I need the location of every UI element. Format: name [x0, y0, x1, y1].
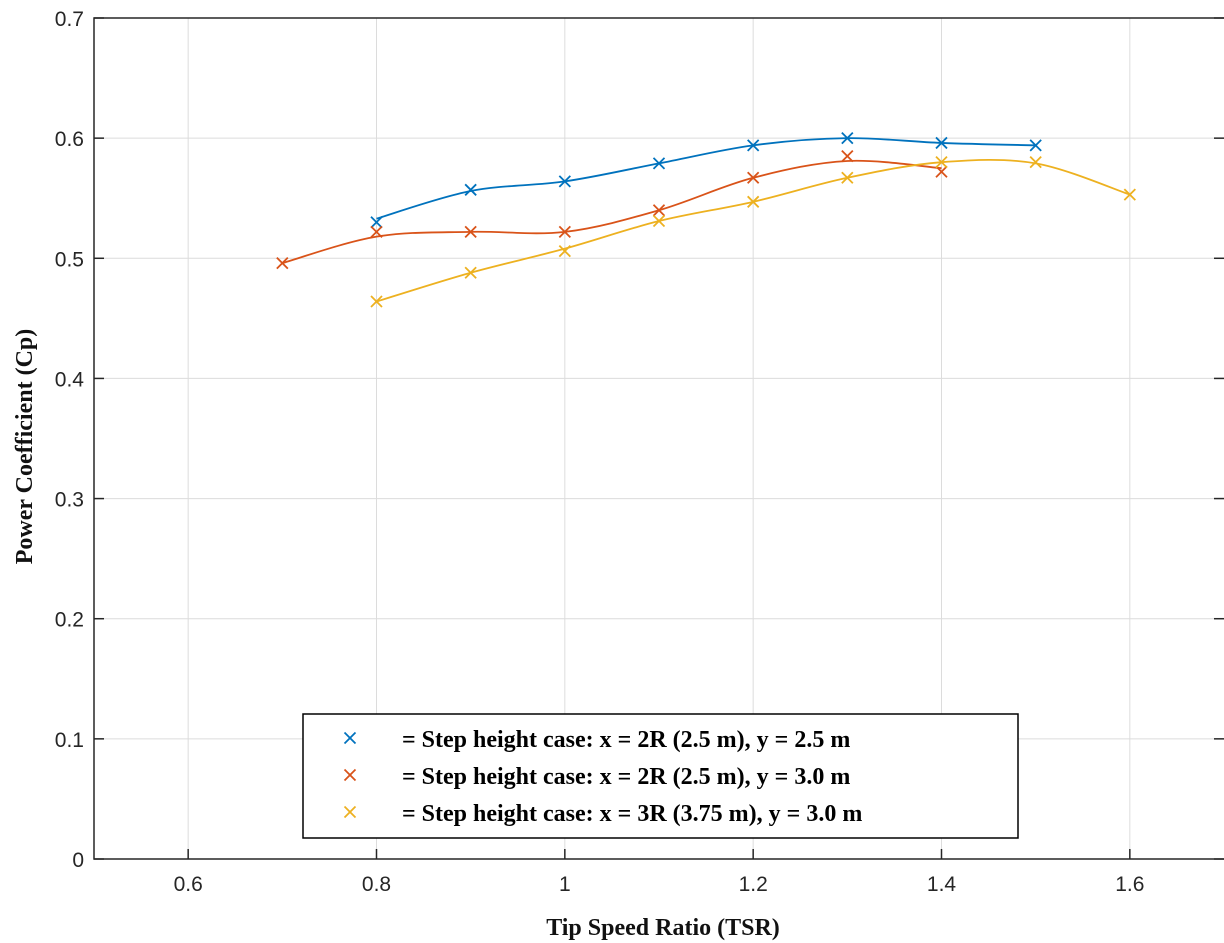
marker-stroke	[935, 136, 948, 150]
marker-stroke	[1029, 156, 1042, 169]
series-2	[276, 150, 948, 270]
marker-stroke	[343, 768, 357, 782]
marker-stroke	[747, 171, 760, 184]
data-point-marker	[1029, 139, 1042, 152]
marker-stroke	[652, 214, 666, 228]
data-point-marker	[935, 165, 948, 178]
marker-stroke	[652, 204, 666, 217]
legend: = Step height case: x = 2R (2.5 m), y = …	[302, 713, 1019, 839]
data-point-marker	[841, 171, 854, 184]
data-point-marker	[558, 244, 571, 258]
marker-stroke	[841, 150, 854, 163]
marker-stroke	[1123, 188, 1136, 201]
legend-item-3: = Step height case: x = 3R (3.75 m), y =…	[343, 801, 862, 827]
marker-stroke	[370, 225, 383, 238]
data-point-marker	[747, 139, 760, 152]
marker-stroke	[464, 183, 477, 196]
data-point-marker	[747, 195, 760, 208]
marker-stroke	[747, 195, 760, 208]
y-tick-label: 0.4	[55, 368, 85, 391]
x-tick-label: 0.8	[362, 873, 391, 896]
data-point-marker	[370, 225, 383, 238]
series-3	[370, 156, 1136, 308]
data-point-marker	[841, 150, 854, 163]
data-point-marker	[343, 768, 357, 782]
y-tick-label: 0.5	[55, 248, 84, 271]
x-tick-label: 1.2	[739, 873, 768, 896]
data-point-marker	[841, 132, 854, 145]
legend-box	[302, 713, 1019, 839]
data-point-marker	[370, 216, 383, 229]
data-point-marker	[276, 256, 289, 270]
marker-stroke	[464, 266, 477, 279]
marker-stroke	[370, 216, 383, 229]
x-axis-title: Tip Speed Ratio (TSR)	[546, 915, 780, 941]
x-tick-label: 0.6	[174, 873, 203, 896]
y-tick-label: 0.6	[55, 128, 84, 151]
marker-stroke	[558, 175, 571, 188]
y-axis-title: Power Coefficient (Cp)	[12, 329, 38, 564]
series-line	[376, 137, 1036, 220]
data-point-marker	[558, 225, 571, 238]
plot-frame	[93, 17, 1224, 860]
marker-stroke	[343, 805, 357, 819]
marker-stroke	[935, 156, 948, 169]
data-point-marker	[464, 266, 477, 279]
series-1	[370, 132, 1042, 229]
data-point-marker	[464, 183, 477, 196]
data-point-marker	[652, 157, 666, 170]
data-point-marker	[370, 295, 383, 308]
legend-label: = Step height case: x = 2R (2.5 m), y = …	[402, 727, 850, 753]
data-point-marker	[652, 204, 666, 217]
data-point-marker	[652, 214, 666, 228]
y-tick-label: 0.2	[55, 609, 84, 632]
data-point-marker	[1123, 188, 1136, 201]
marker-stroke	[558, 244, 571, 258]
legend-label: = Step height case: x = 3R (3.75 m), y =…	[402, 801, 862, 827]
y-tick-label: 0.3	[55, 489, 84, 512]
x-tick-label: 1.4	[927, 873, 957, 896]
data-point-marker	[935, 136, 948, 150]
marker-stroke	[1029, 139, 1042, 152]
y-tick-label: 0.7	[55, 8, 84, 31]
data-point-marker	[747, 171, 760, 184]
marker-stroke	[464, 225, 477, 238]
x-tick-label: 1.6	[1115, 873, 1144, 896]
marker-stroke	[558, 225, 571, 238]
y-tick-label: 0.1	[55, 729, 84, 752]
data-point-marker	[1029, 156, 1042, 169]
marker-stroke	[652, 157, 666, 170]
marker-stroke	[841, 171, 854, 184]
legend-item-2: = Step height case: x = 2R (2.5 m), y = …	[343, 764, 850, 790]
marker-stroke	[935, 165, 948, 178]
axis-ticks: 0.6 0.8 1 1.2 1.4 1.6 0 0.1 0.2 0.3 0.4 0.5 0.6 0.7	[55, 8, 1224, 896]
series-layer	[276, 132, 1136, 308]
marker-stroke	[370, 295, 383, 308]
legend-item-1: = Step height case: x = 2R (2.5 m), y = …	[343, 727, 850, 753]
data-point-marker	[343, 805, 357, 819]
marker-stroke	[276, 256, 289, 270]
x-tick-label: 1	[559, 873, 571, 896]
legend-label: = Step height case: x = 2R (2.5 m), y = …	[402, 764, 850, 790]
marker-stroke	[747, 139, 760, 152]
data-point-marker	[935, 156, 948, 169]
y-tick-label: 0	[72, 849, 84, 872]
data-point-marker	[343, 731, 357, 745]
marker-stroke	[343, 731, 357, 745]
data-point-marker	[558, 175, 571, 188]
marker-stroke	[841, 132, 854, 145]
data-point-marker	[464, 225, 477, 238]
series-line	[282, 159, 942, 264]
